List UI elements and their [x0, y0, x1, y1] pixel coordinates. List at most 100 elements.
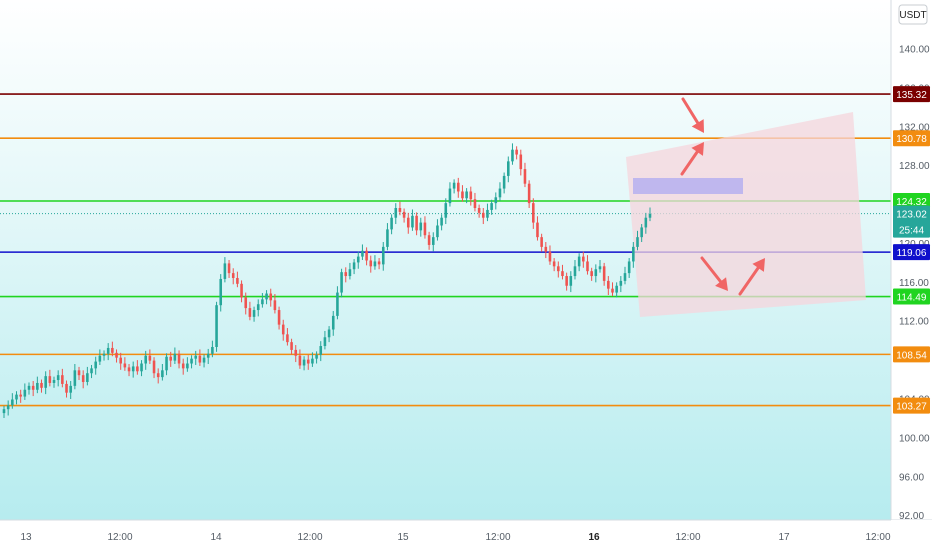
candle-54[interactable]	[227, 260, 231, 278]
candle-11[interactable]	[48, 369, 52, 387]
candle-21[interactable]	[90, 364, 93, 379]
candle-141[interactable]	[590, 267, 593, 281]
time-axis[interactable]	[0, 520, 891, 550]
candle-92[interactable]	[386, 223, 389, 251]
candle-66[interactable]	[277, 306, 281, 330]
candle-47[interactable]	[198, 349, 202, 366]
candle-74[interactable]	[311, 352, 314, 367]
candle-73[interactable]	[306, 354, 310, 370]
candle-71[interactable]	[298, 349, 302, 369]
candle-30[interactable]	[127, 364, 131, 377]
candle-89[interactable]	[373, 255, 377, 270]
candle-95[interactable]	[398, 201, 402, 216]
candle-52[interactable]	[219, 274, 223, 312]
arrow-up-to-resistance[interactable]	[680, 142, 704, 176]
candle-5[interactable]	[23, 383, 27, 400]
candle-35[interactable]	[148, 349, 152, 364]
candle-19[interactable]	[81, 370, 85, 389]
candle-48[interactable]	[202, 354, 206, 368]
projection-zone[interactable]	[626, 112, 866, 317]
candle-45[interactable]	[190, 355, 193, 369]
candle-145[interactable]	[607, 276, 610, 295]
candle-18[interactable]	[77, 366, 81, 381]
candle-86[interactable]	[361, 244, 364, 260]
candle-78[interactable]	[327, 326, 331, 343]
candle-69[interactable]	[290, 338, 293, 355]
candle-24[interactable]	[102, 350, 106, 361]
candle-103[interactable]	[431, 232, 435, 252]
candle-114[interactable]	[477, 204, 481, 218]
candle-44[interactable]	[186, 357, 189, 372]
candle-38[interactable]	[161, 364, 164, 381]
arrow-down-to-resistance[interactable]	[681, 97, 704, 133]
candle-80[interactable]	[336, 286, 339, 320]
candle-32[interactable]	[136, 360, 139, 375]
candle-2[interactable]	[11, 393, 14, 409]
candle-154[interactable]	[644, 212, 648, 234]
candle-106[interactable]	[444, 198, 448, 225]
candle-57[interactable]	[240, 280, 243, 303]
level-price-tag-6[interactable]: 103.27	[893, 397, 930, 414]
candle-121[interactable]	[507, 156, 510, 183]
candle-59[interactable]	[248, 301, 252, 321]
level-price-tag-1[interactable]: 130.78	[893, 130, 930, 147]
candle-6[interactable]	[27, 382, 31, 395]
candle-29[interactable]	[123, 357, 127, 371]
candle-13[interactable]	[56, 370, 60, 387]
candle-102[interactable]	[427, 231, 431, 250]
candle-58[interactable]	[244, 292, 248, 315]
candle-10[interactable]	[44, 371, 47, 395]
candle-17[interactable]	[73, 364, 77, 390]
last-price-tag[interactable]: 123.02 25:44	[893, 205, 930, 238]
candle-56[interactable]	[236, 271, 239, 288]
candle-126[interactable]	[527, 180, 531, 208]
candle-143[interactable]	[598, 260, 602, 273]
candle-142[interactable]	[594, 264, 598, 283]
candle-137[interactable]	[573, 260, 577, 280]
candle-119[interactable]	[498, 182, 502, 201]
candle-146[interactable]	[611, 282, 614, 296]
candle-104[interactable]	[436, 219, 439, 241]
candle-113[interactable]	[473, 192, 477, 212]
candle-4[interactable]	[19, 389, 22, 403]
candle-55[interactable]	[231, 268, 235, 285]
candle-62[interactable]	[261, 293, 264, 308]
candle-87[interactable]	[365, 247, 368, 266]
candle-34[interactable]	[144, 350, 147, 370]
candle-26[interactable]	[111, 341, 114, 357]
candle-16[interactable]	[69, 381, 72, 399]
candle-110[interactable]	[461, 185, 464, 202]
candle-76[interactable]	[319, 341, 323, 362]
candle-134[interactable]	[561, 264, 564, 280]
candle-112[interactable]	[469, 186, 473, 206]
candle-20[interactable]	[86, 366, 89, 386]
candle-25[interactable]	[106, 343, 110, 361]
candle-65[interactable]	[273, 294, 277, 314]
candle-14[interactable]	[61, 368, 64, 388]
candle-100[interactable]	[419, 217, 423, 237]
candle-108[interactable]	[452, 179, 456, 194]
candle-27[interactable]	[115, 349, 118, 363]
candle-147[interactable]	[615, 282, 618, 298]
candle-60[interactable]	[252, 306, 256, 322]
candle-67[interactable]	[281, 319, 285, 341]
arrow-down-to-support[interactable]	[700, 256, 728, 291]
candle-99[interactable]	[415, 212, 418, 236]
candle-37[interactable]	[156, 368, 160, 384]
candle-122[interactable]	[511, 143, 514, 165]
level-price-tag-2[interactable]: 124.32	[893, 193, 930, 210]
candle-128[interactable]	[536, 216, 539, 241]
candle-153[interactable]	[640, 224, 643, 243]
target-box[interactable]	[633, 178, 743, 194]
candle-82[interactable]	[344, 267, 348, 283]
candle-155[interactable]	[648, 207, 652, 222]
candle-120[interactable]	[502, 172, 506, 194]
candle-105[interactable]	[440, 214, 443, 231]
candle-72[interactable]	[302, 356, 306, 371]
candle-79[interactable]	[331, 311, 335, 336]
candle-130[interactable]	[544, 242, 548, 259]
candle-117[interactable]	[490, 199, 493, 215]
candle-144[interactable]	[602, 262, 606, 286]
level-price-tag-3[interactable]: 119.06	[893, 244, 930, 261]
candle-124[interactable]	[519, 149, 523, 176]
